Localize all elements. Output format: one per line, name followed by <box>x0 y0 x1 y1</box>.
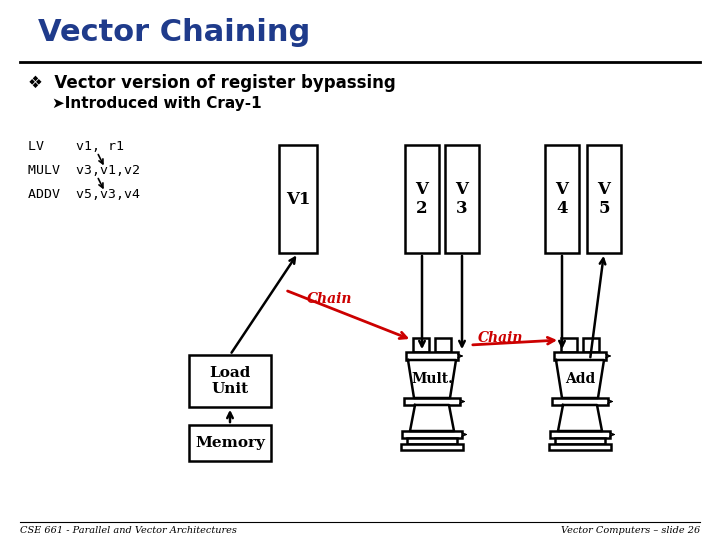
Polygon shape <box>556 360 604 398</box>
Text: ADDV  v5,v3,v4: ADDV v5,v3,v4 <box>28 188 140 201</box>
Bar <box>549 444 611 450</box>
Text: V
4: V 4 <box>556 181 568 217</box>
Polygon shape <box>558 405 602 431</box>
Text: Mult.: Mult. <box>411 372 453 386</box>
Text: ➤Introduced with Cray-1: ➤Introduced with Cray-1 <box>52 96 261 111</box>
Polygon shape <box>408 360 456 398</box>
Text: Chain: Chain <box>478 331 523 345</box>
Polygon shape <box>410 405 454 431</box>
Bar <box>545 145 579 253</box>
Bar <box>405 145 439 253</box>
Bar <box>435 338 451 352</box>
Bar <box>552 398 608 405</box>
Bar <box>406 352 458 360</box>
Text: Load
Unit: Load Unit <box>210 366 251 396</box>
Text: LV    v1, r1: LV v1, r1 <box>28 140 124 153</box>
Text: Chain: Chain <box>307 292 353 306</box>
Bar <box>561 338 577 352</box>
Bar <box>554 352 606 360</box>
Text: Vector Chaining: Vector Chaining <box>38 18 310 47</box>
Bar <box>583 338 599 352</box>
Bar <box>189 355 271 407</box>
Text: ❖  Vector version of register bypassing: ❖ Vector version of register bypassing <box>28 74 396 92</box>
Text: Vector Computers – slide 26: Vector Computers – slide 26 <box>561 526 700 535</box>
Bar <box>413 338 429 352</box>
Bar <box>401 444 463 450</box>
Bar <box>404 398 460 405</box>
Text: V
5: V 5 <box>598 181 611 217</box>
Text: V
3: V 3 <box>456 181 469 217</box>
Bar <box>550 431 610 438</box>
Text: V1: V1 <box>286 191 310 207</box>
Text: MULV  v3,v1,v2: MULV v3,v1,v2 <box>28 164 140 177</box>
Text: V
2: V 2 <box>415 181 428 217</box>
Bar <box>279 145 317 253</box>
Bar <box>587 145 621 253</box>
Text: CSE 661 - Parallel and Vector Architectures: CSE 661 - Parallel and Vector Architectu… <box>20 526 237 535</box>
Bar <box>445 145 479 253</box>
Text: Memory: Memory <box>195 436 265 450</box>
Bar <box>189 425 271 461</box>
Bar <box>402 431 462 438</box>
Bar <box>407 438 457 444</box>
Text: Add: Add <box>565 372 595 386</box>
Bar <box>555 438 605 444</box>
